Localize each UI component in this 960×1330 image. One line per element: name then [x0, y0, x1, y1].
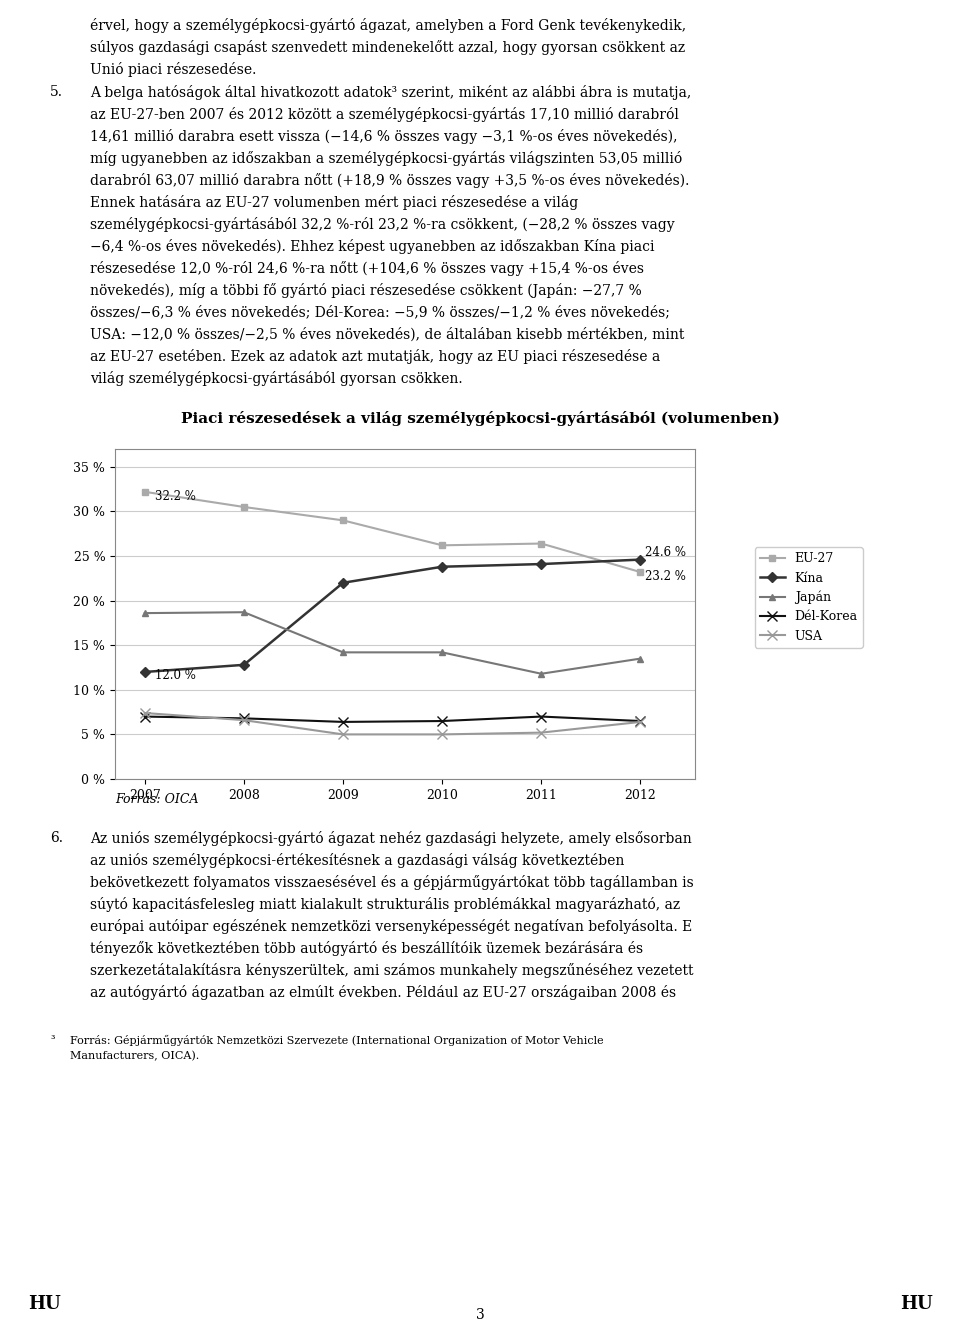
Text: A belga hatóságok által hivatkozott adatok³ szerint, miként az alábbi ábra is mu: A belga hatóságok által hivatkozott adat…	[90, 85, 691, 100]
Text: 32.2 %: 32.2 %	[155, 489, 196, 503]
Text: 12.0 %: 12.0 %	[155, 669, 196, 682]
Text: 6.: 6.	[50, 831, 63, 845]
Line: USA: USA	[140, 708, 645, 739]
Text: Forrás: OICA: Forrás: OICA	[115, 793, 199, 806]
EU-27	[337, 512, 348, 528]
USA	[437, 726, 448, 742]
Dél-Korea	[238, 710, 250, 726]
Japán	[536, 666, 547, 682]
Text: Az uniós személygépkocsi-gyártó ágazat nehéz gazdasági helyzete, amely elsősorba: Az uniós személygépkocsi-gyártó ágazat n…	[90, 831, 692, 846]
Text: 23.2 %: 23.2 %	[645, 571, 686, 583]
Text: 24.6 %: 24.6 %	[645, 547, 686, 559]
Japán	[437, 644, 448, 660]
Text: Forrás: Gépjárműgyártók Nemzetközi Szervezete (International Organization of Mot: Forrás: Gépjárműgyártók Nemzetközi Szerv…	[70, 1035, 604, 1047]
Japán	[635, 650, 646, 666]
Line: Dél-Korea: Dél-Korea	[140, 712, 645, 726]
Text: ³: ³	[50, 1035, 55, 1045]
USA	[536, 725, 547, 741]
Text: az EU-27-ben 2007 és 2012 között a személygépkocsi-gyártás 17,10 millió darabról: az EU-27-ben 2007 és 2012 között a szemé…	[90, 106, 679, 122]
USA	[238, 712, 250, 728]
Line: Kína: Kína	[141, 556, 644, 676]
Text: személygépkocsi-gyártásából 32,2 %-ról 23,2 %-ra csökkent, (−28,2 % összes vagy: személygépkocsi-gyártásából 32,2 %-ról 2…	[90, 217, 675, 231]
Text: USA: −12,0 % összes/−2,5 % éves növekedés), de általában kisebb mértékben, mint: USA: −12,0 % összes/−2,5 % éves növekedé…	[90, 327, 684, 342]
Kína	[635, 552, 646, 568]
Text: 5.: 5.	[50, 85, 63, 98]
Text: részesedése 12,0 %-ról 24,6 %-ra nőtt (+104,6 % összes vagy +15,4 %-os éves: részesedése 12,0 %-ról 24,6 %-ra nőtt (+…	[90, 261, 644, 277]
Text: érvel, hogy a személygépkocsi-gyártó ágazat, amelyben a Ford Genk tevékenykedik,: érvel, hogy a személygépkocsi-gyártó ága…	[90, 19, 686, 33]
Dél-Korea	[536, 709, 547, 725]
Kína	[536, 556, 547, 572]
Dél-Korea	[337, 714, 348, 730]
USA	[337, 726, 348, 742]
Legend: EU-27, Kína, Japán, Dél-Korea, USA: EU-27, Kína, Japán, Dél-Korea, USA	[755, 547, 863, 648]
Kína	[437, 559, 448, 575]
Text: 3: 3	[475, 1307, 485, 1322]
USA	[635, 714, 646, 730]
Text: az autógyártó ágazatban az elmúlt években. Például az EU-27 országaiban 2008 és: az autógyártó ágazatban az elmúlt évekbe…	[90, 986, 676, 1000]
Text: Piaci részesedések a világ személygépkocsi-gyártásából (volumenben): Piaci részesedések a világ személygépkoc…	[180, 411, 780, 426]
Text: növekedés), míg a többi fő gyártó piaci részesedése csökkent (Japán: −27,7 %: növekedés), míg a többi fő gyártó piaci …	[90, 283, 641, 298]
Kína	[337, 575, 348, 591]
Text: világ személygépkocsi-gyártásából gyorsan csökken.: világ személygépkocsi-gyártásából gyorsa…	[90, 371, 463, 386]
Text: −6,4 %-os éves növekedés). Ehhez képest ugyanebben az időszakban Kína piaci: −6,4 %-os éves növekedés). Ehhez képest …	[90, 239, 655, 254]
Line: Japán: Japán	[141, 609, 644, 677]
Dél-Korea	[437, 713, 448, 729]
Text: európai autóipar egészének nemzetközi versenyképességét negatívan befolyásolta. : európai autóipar egészének nemzetközi ve…	[90, 919, 692, 934]
Text: az uniós személygépkocsi-értékesítésnek a gazdasági válság következtében: az uniós személygépkocsi-értékesítésnek …	[90, 853, 624, 868]
Japán	[139, 605, 151, 621]
Text: míg ugyanebben az időszakban a személygépkocsi-gyártás világszinten 53,05 millió: míg ugyanebben az időszakban a személygé…	[90, 152, 683, 166]
Dél-Korea	[635, 713, 646, 729]
Text: Unió piaci részesedése.: Unió piaci részesedése.	[90, 63, 256, 77]
Text: szerkezetátalakításra kényszerültek, ami számos munkahely megszűnéséhez vezetett: szerkezetátalakításra kényszerültek, ami…	[90, 963, 693, 978]
Text: Ennek hatására az EU-27 volumenben mért piaci részesedése a világ: Ennek hatására az EU-27 volumenben mért …	[90, 196, 578, 210]
Kína	[238, 657, 250, 673]
EU-27	[536, 536, 547, 552]
Text: HU: HU	[900, 1295, 933, 1313]
Text: összes/−6,3 % éves növekedés; Dél-Korea: −5,9 % összes/−1,2 % éves növekedés;: összes/−6,3 % éves növekedés; Dél-Korea:…	[90, 305, 670, 319]
Kína	[139, 664, 151, 680]
Line: EU-27: EU-27	[141, 488, 644, 576]
EU-27	[238, 499, 250, 515]
USA	[139, 705, 151, 721]
Text: darabról 63,07 millió darabra nőtt (+18,9 % összes vagy +3,5 %-os éves növekedés: darabról 63,07 millió darabra nőtt (+18,…	[90, 173, 689, 188]
Text: az EU-27 esetében. Ezek az adatok azt mutatják, hogy az EU piaci részesedése a: az EU-27 esetében. Ezek az adatok azt mu…	[90, 348, 660, 364]
Text: bekövetkezett folyamatos visszaesésével és a gépjárműgyártókat több tagállamban : bekövetkezett folyamatos visszaesésével …	[90, 875, 694, 890]
Japán	[337, 644, 348, 660]
Text: tényezők következtében több autógyártó és beszállítóik üzemek bezárására és: tényezők következtében több autógyártó é…	[90, 942, 643, 956]
Text: Manufacturers, OICA).: Manufacturers, OICA).	[70, 1051, 200, 1061]
Japán	[238, 604, 250, 620]
Dél-Korea	[139, 709, 151, 725]
EU-27	[437, 537, 448, 553]
Text: súytó kapacitásfelesleg miatt kialakult strukturális problémákkal magyarázható, : súytó kapacitásfelesleg miatt kialakult …	[90, 896, 680, 912]
EU-27	[139, 484, 151, 500]
Text: súlyos gazdasági csapást szenvedett mindenekelőtt azzal, hogy gyorsan csökkent a: súlyos gazdasági csapást szenvedett mind…	[90, 40, 685, 55]
Text: 14,61 millió darabra esett vissza (−14,6 % összes vagy −3,1 %-os éves növekedés): 14,61 millió darabra esett vissza (−14,6…	[90, 129, 678, 144]
EU-27	[635, 564, 646, 580]
Text: HU: HU	[28, 1295, 60, 1313]
